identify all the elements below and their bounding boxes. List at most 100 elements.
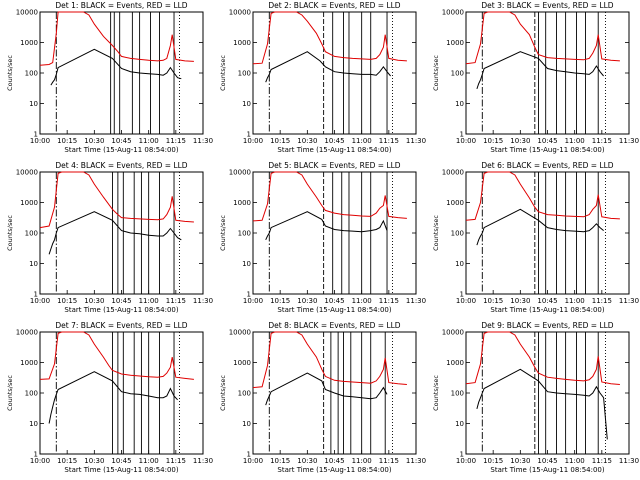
x-tick-label: 10:15	[483, 297, 503, 305]
detector-panel-8: Det 8: BLACK = Events, RED = LLD 1 10 100 10…	[219, 321, 426, 474]
panel-title: Det 7: BLACK = Events, RED = LLD	[55, 321, 187, 330]
x-tick-label: 10:30	[297, 297, 317, 305]
x-tick-label: 11:15	[592, 457, 612, 465]
x-tick-label: 10:30	[84, 297, 104, 305]
x-tick-label: 10:00	[30, 297, 50, 305]
x-tick-label: 11:30	[406, 137, 426, 145]
detector-panel-2: Det 2: BLACK = Events, RED = LLD 1 10 100 10…	[219, 1, 426, 154]
y-tick-label: 100	[451, 390, 464, 398]
x-axis-label: Start Time (15-Aug-11 08:54:00)	[64, 466, 178, 474]
x-tick-label: 11:15	[166, 457, 186, 465]
x-tick-label: 11:30	[193, 137, 213, 145]
lld-series-line	[465, 331, 620, 385]
lld-series-line	[465, 171, 620, 221]
y-tick-label: 10	[242, 420, 251, 428]
x-axis-label: Start Time (15-Aug-11 08:54:00)	[490, 146, 604, 154]
x-axis-label: Start Time (15-Aug-11 08:54:00)	[64, 306, 178, 314]
events-series-line	[265, 211, 388, 241]
y-tick-label: 10	[242, 260, 251, 268]
y-tick-label: 10000	[442, 169, 464, 177]
y-tick-label: 1000	[446, 39, 464, 47]
x-tick-label: 11:00	[139, 457, 159, 465]
panel-title: Det 5: BLACK = Events, RED = LLD	[268, 161, 400, 170]
y-tick-label: 100	[25, 70, 38, 78]
y-tick-label: 1000	[20, 199, 38, 207]
x-tick-label: 11:15	[166, 137, 186, 145]
lld-series-line	[39, 171, 194, 229]
x-tick-label: 10:45	[111, 297, 131, 305]
x-tick-label: 11:15	[166, 297, 186, 305]
y-axis-label: Counts/sec	[6, 55, 14, 91]
x-tick-label: 10:15	[483, 457, 503, 465]
events-series-line	[476, 368, 608, 440]
y-tick-label: 100	[25, 230, 38, 238]
x-tick-label: 10:00	[30, 457, 50, 465]
events-series-line	[48, 371, 178, 424]
y-tick-label: 10000	[442, 9, 464, 17]
y-tick-label: 1	[34, 291, 38, 299]
y-axis-label: Counts/sec	[6, 215, 14, 251]
x-tick-label: 11:15	[379, 137, 399, 145]
y-tick-label: 10	[455, 100, 464, 108]
lld-series-line	[252, 11, 407, 65]
y-tick-label: 1	[34, 451, 38, 459]
detector-panel-9: Det 9: BLACK = Events, RED = LLD 1 10 100 10…	[432, 321, 639, 474]
detector-panel-1: Det 1: BLACK = Events, RED = LLD 1 10 100 10…	[6, 1, 213, 154]
events-series-line	[476, 208, 604, 246]
x-tick-label: 10:45	[324, 457, 344, 465]
y-tick-label: 10000	[16, 329, 38, 337]
y-tick-label: 1000	[446, 359, 464, 367]
x-tick-label: 11:30	[619, 137, 639, 145]
detector-panel-3: Det 3: BLACK = Events, RED = LLD 1 10 100 10…	[432, 1, 639, 154]
x-axis-label: Start Time (15-Aug-11 08:54:00)	[277, 146, 391, 154]
panel-title: Det 8: BLACK = Events, RED = LLD	[268, 321, 400, 330]
y-tick-label: 1	[34, 131, 38, 139]
x-tick-label: 10:45	[111, 457, 131, 465]
x-tick-label: 10:30	[510, 297, 530, 305]
y-axis-label: Counts/sec	[432, 215, 440, 251]
y-tick-label: 10	[29, 420, 38, 428]
x-tick-label: 10:00	[456, 457, 476, 465]
x-tick-label: 10:00	[243, 457, 263, 465]
x-tick-label: 11:15	[592, 137, 612, 145]
lld-series-line	[252, 331, 407, 389]
x-tick-label: 11:00	[352, 137, 372, 145]
x-tick-label: 10:30	[84, 137, 104, 145]
y-tick-label: 10	[29, 100, 38, 108]
x-tick-label: 10:15	[57, 457, 77, 465]
x-tick-label: 10:15	[270, 137, 290, 145]
x-tick-label: 10:15	[57, 137, 77, 145]
x-tick-label: 10:45	[537, 297, 557, 305]
x-tick-label: 10:45	[111, 137, 131, 145]
x-tick-label: 11:15	[379, 457, 399, 465]
y-tick-label: 100	[451, 230, 464, 238]
y-tick-label: 10	[29, 260, 38, 268]
x-tick-label: 10:15	[270, 297, 290, 305]
y-tick-label: 100	[451, 70, 464, 78]
x-tick-label: 10:30	[84, 457, 104, 465]
y-tick-label: 10000	[229, 9, 251, 17]
x-axis-label: Start Time (15-Aug-11 08:54:00)	[490, 306, 604, 314]
x-tick-label: 10:00	[456, 137, 476, 145]
y-tick-label: 1000	[233, 199, 251, 207]
y-tick-label: 10	[455, 260, 464, 268]
y-axis-label: Counts/sec	[432, 55, 440, 91]
x-tick-label: 10:15	[270, 457, 290, 465]
x-tick-label: 10:30	[297, 137, 317, 145]
x-tick-label: 10:30	[510, 457, 530, 465]
panel-title: Det 2: BLACK = Events, RED = LLD	[268, 1, 400, 10]
x-tick-label: 11:00	[565, 137, 585, 145]
events-series-line	[265, 51, 391, 83]
y-axis-label: Counts/sec	[219, 375, 227, 411]
events-series-line	[476, 51, 604, 90]
x-tick-label: 10:45	[324, 297, 344, 305]
x-tick-label: 11:30	[406, 457, 426, 465]
y-axis-label: Counts/sec	[219, 55, 227, 91]
y-tick-label: 1	[247, 291, 251, 299]
events-series-line	[265, 372, 388, 406]
y-tick-label: 100	[25, 390, 38, 398]
x-tick-label: 11:00	[139, 297, 159, 305]
x-tick-label: 11:00	[352, 297, 372, 305]
